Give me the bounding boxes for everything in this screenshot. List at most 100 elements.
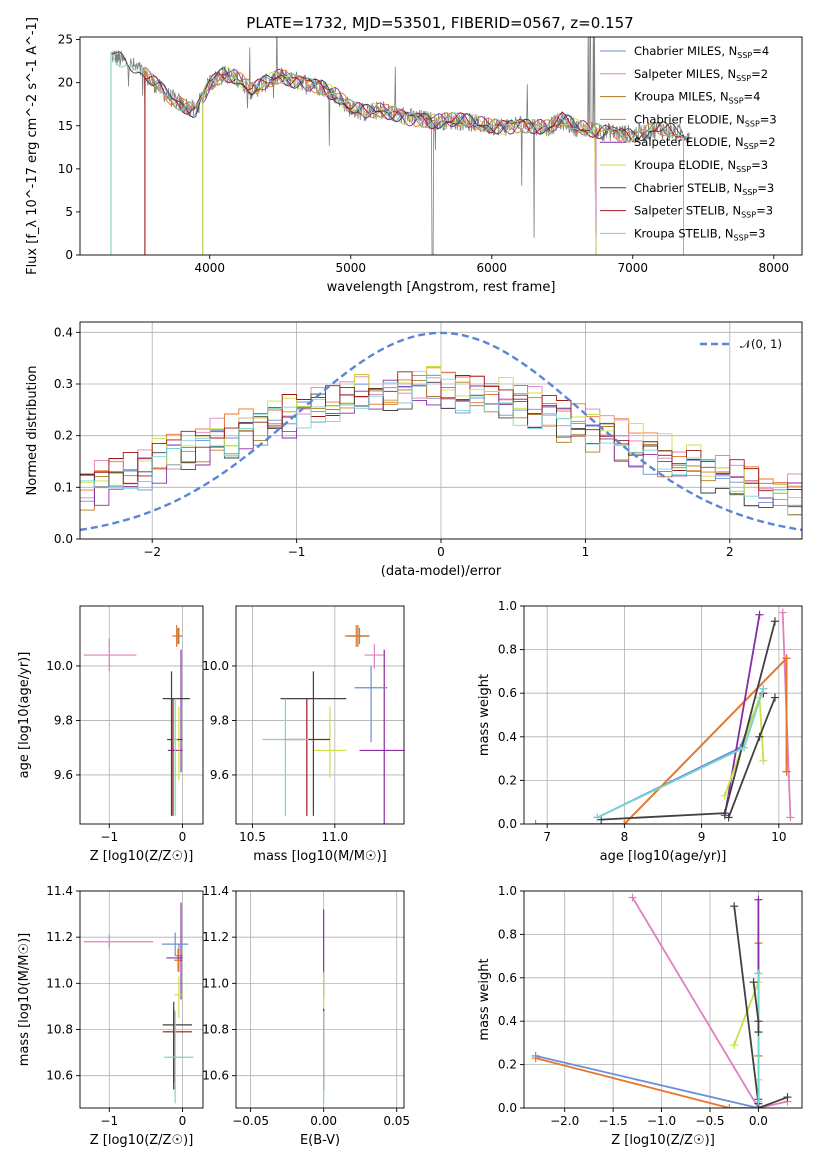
x-axis-label: Z [log10(Z/Z☉)]: [611, 1133, 715, 1148]
weight-vs-age-panel: 7 8 9 10 0.0 0.2 0.4 0.6 0.8 1.0 age [log10(age/yr…: [477, 599, 803, 864]
spectrum-lines: [110, 37, 690, 255]
x-tick-label: −2.0: [550, 1114, 579, 1128]
y-tick-label: 9.6: [210, 768, 229, 782]
weight-marker: [628, 893, 637, 902]
weight-marker: [730, 1041, 739, 1050]
legend-label-tail: =3: [757, 181, 774, 195]
spectrum-model-line: [144, 66, 684, 255]
legend-label: Chabrier STELIB, NSSP=3: [634, 181, 774, 197]
y-tick-label: 10.8: [46, 1023, 73, 1037]
y-tick-label: 11.2: [46, 930, 73, 944]
weight-marker: [782, 767, 791, 776]
legend-label-tail: =3: [749, 226, 766, 240]
x-tick-label: 8000: [759, 261, 790, 275]
y-tick-label: 10.0: [202, 659, 229, 673]
data-point: [83, 638, 137, 672]
y-tick-label: 1.0: [498, 884, 517, 898]
x-tick-label: 4000: [194, 261, 225, 275]
y-tick-label: 10.6: [202, 1069, 229, 1083]
x-tick-label: 10.5: [239, 830, 266, 844]
weight-marker: [754, 1097, 763, 1106]
x-axis-label: wavelength [Angstrom, rest frame]: [327, 280, 556, 295]
weight-marker: [754, 1028, 763, 1037]
spectrum-model-line: [110, 51, 684, 255]
weight-marker: [740, 743, 749, 752]
x-tick-label: 11.0: [321, 830, 348, 844]
x-tick-label: 7: [543, 830, 551, 844]
data-point: [162, 1001, 193, 1083]
x-axis-label: Z [log10(Z/Z☉)]: [90, 849, 194, 864]
x-tick-label: −1.5: [599, 1114, 628, 1128]
legend-label-sub: SSP: [744, 142, 759, 151]
weight-marker: [531, 1054, 540, 1063]
y-tick-label: 0.6: [498, 686, 517, 700]
y-tick-label: 5: [65, 205, 73, 219]
data-point: [313, 706, 347, 778]
x-axis-label: mass [log10(M/M☉)]: [253, 849, 386, 864]
residual-histogram: [80, 380, 802, 515]
y-tick-label: 20: [58, 76, 73, 90]
legend-label-tail: =3: [751, 158, 768, 172]
legend-label-tail: =3: [760, 112, 777, 126]
data-point: [359, 649, 404, 824]
y-tick-label: 0.2: [498, 1058, 517, 1072]
x-tick-label: 1: [582, 545, 590, 559]
legend-label-tail: =3: [756, 204, 773, 218]
legend-label: Salpeter ELODIE, NSSP=2: [634, 135, 776, 151]
plot-frame: [79, 36, 803, 256]
weight-marker: [770, 617, 779, 626]
mass-vs-ebv-panel: −0.05 0.00 0.05 10.6 10.8 11.0 11.2 11.4 E(B-V): [202, 884, 410, 1148]
weight-marker: [593, 813, 602, 822]
x-tick-label: 10: [771, 830, 786, 844]
y-tick-label: 0.0: [54, 532, 73, 546]
error-bars: [83, 902, 194, 1104]
x-tick-label: 5000: [335, 261, 366, 275]
x-axis-label: E(B-V): [300, 1133, 340, 1148]
spectrum-panel: 4000 5000 6000 7000 8000 0 5 10 15 20 25 wavelength…: [25, 17, 803, 295]
residual-histogram: [80, 383, 802, 506]
plot-frame: [79, 890, 204, 1109]
plot-frame: [523, 890, 803, 1109]
data-point: [162, 932, 189, 956]
weight-marker: [754, 969, 763, 978]
weight-vs-metallicity-panel: −2.0 −1.5 −1.0 −0.5 0.0 0.0 0.2 0.4 0.6 0.8 1.0 Z […: [477, 884, 803, 1148]
x-tick-label: 0: [437, 545, 445, 559]
x-tick-label: 2: [726, 545, 734, 559]
x-tick-label: 9: [698, 830, 706, 844]
y-tick-label: 10.0: [46, 659, 73, 673]
x-axis-label: Z [log10(Z/Z☉)]: [90, 1133, 194, 1148]
spectrum-data-line: [110, 37, 690, 255]
x-tick-label: −1: [100, 1114, 118, 1128]
weight-marker: [786, 813, 795, 822]
age-vs-mass-panel: 10.5 11.0 9.6 9.8 10.0 mass [log10(M/M☉)]: [202, 605, 405, 864]
y-tick-label: 10: [58, 162, 73, 176]
weight-lines: [531, 608, 795, 824]
x-tick-label: −0.5: [695, 1114, 724, 1128]
x-tick-label: −1: [288, 545, 306, 559]
legend-label: Kroupa STELIB, NSSP=3: [634, 226, 765, 242]
weight-marker: [755, 732, 764, 741]
residuals-legend: 𝒩(0, 1): [700, 337, 782, 351]
legend-label: Chabrier ELODIE, NSSP=3: [634, 112, 777, 128]
legend-label: Chabrier MILES, NSSP=4: [634, 44, 769, 60]
figure-title: PLATE=1732, MJD=53501, FIBERID=0567, z=0…: [246, 14, 633, 32]
weight-marker: [720, 809, 729, 818]
weight-marker: [730, 902, 739, 911]
weight-line: [631, 897, 788, 1108]
weight-marker: [782, 654, 791, 663]
residual-histogram: [80, 371, 802, 491]
x-tick-label: 0: [179, 830, 187, 844]
data-point: [162, 671, 190, 816]
mass-vs-metallicity-panel: −1 0 10.6 10.8 11.0 11.2 11.4 Z [log10(Z/Z☉)] ma…: [17, 884, 204, 1148]
gaussian-curve: [80, 331, 802, 532]
data-point: [162, 1008, 193, 1090]
y-tick-label: 0.4: [498, 730, 517, 744]
data-point: [174, 976, 184, 1018]
residuals-panel: −2 −1 0 1 2 0.0 0.1 0.2 0.3 0.4 (data-model)/error…: [25, 321, 803, 579]
data-point: [344, 625, 368, 647]
y-tick-label: 15: [58, 119, 73, 133]
x-axis-label: age [log10(age/yr)]: [600, 849, 727, 864]
error-bars: [262, 625, 404, 824]
weight-marker: [755, 610, 764, 619]
